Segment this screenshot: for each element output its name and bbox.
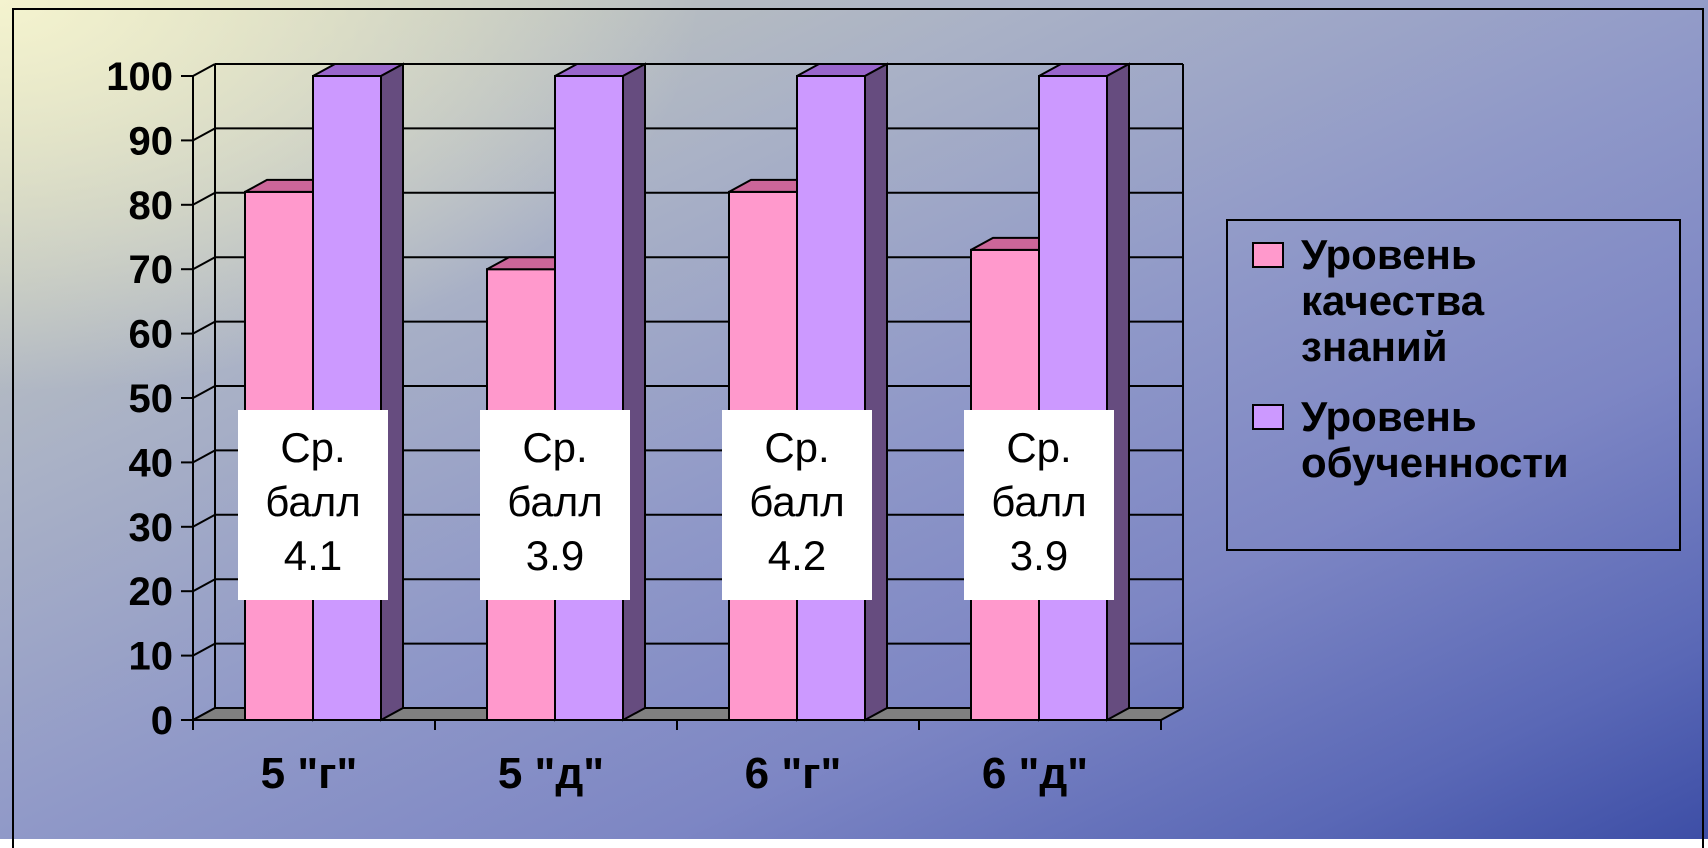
- bar: [554, 75, 624, 721]
- y-tick-label: 10: [129, 635, 174, 679]
- bar-side: [622, 62, 646, 722]
- annotation-text: 4.1: [284, 532, 342, 579]
- gridline-side: [192, 449, 216, 464]
- y-tick-label: 50: [129, 377, 174, 421]
- x-tick-label: 5 "д": [498, 749, 604, 798]
- gridline-side: [192, 63, 216, 77]
- y-tick-label: 0: [151, 699, 173, 743]
- annotation-text: балл: [991, 478, 1086, 525]
- bar-side: [1106, 62, 1130, 722]
- annotation-text: балл: [749, 478, 844, 525]
- x-tick-label: 6 "д": [982, 749, 1088, 798]
- annotation-text: балл: [507, 478, 602, 525]
- gridline-side: [192, 385, 216, 399]
- y-tick-label: 100: [106, 55, 173, 99]
- annotation-box: [964, 410, 1114, 600]
- bar: [796, 75, 866, 721]
- gridline-side: [192, 191, 216, 206]
- legend-label: обученности: [1301, 439, 1569, 486]
- y-tick-label: 80: [129, 184, 174, 228]
- annotation-box: [722, 410, 872, 600]
- legend-label: Уровень: [1301, 393, 1477, 440]
- annotation-text: 3.9: [526, 532, 584, 579]
- y-tick-label: 30: [129, 506, 174, 550]
- y-tick-label: 70: [129, 248, 174, 292]
- gridline-side: [192, 642, 216, 657]
- annotation-text: Ср.: [522, 424, 587, 471]
- legend-label: знаний: [1301, 323, 1448, 370]
- legend-swatch: [1252, 404, 1284, 430]
- annotation-box: [238, 410, 388, 600]
- gridline-side: [192, 578, 216, 593]
- annotation-text: 4.2: [768, 532, 826, 579]
- legend: [1226, 219, 1681, 551]
- legend-label: качества: [1301, 277, 1485, 324]
- y-tick-label: 40: [129, 441, 174, 485]
- annotation-text: Ср.: [764, 424, 829, 471]
- annotation-text: 3.9: [1010, 532, 1068, 579]
- bar: [312, 75, 382, 721]
- annotation-text: балл: [265, 478, 360, 525]
- gridline-side: [192, 127, 216, 142]
- gridline-side: [192, 256, 216, 271]
- gridline-side: [192, 320, 216, 335]
- chart-frame: [12, 8, 1704, 848]
- legend-swatch: [1252, 242, 1284, 268]
- x-tick-label: 5 "г": [261, 749, 358, 798]
- y-tick-label: 60: [129, 313, 174, 357]
- gridline-side: [192, 513, 216, 528]
- legend-label: Уровень: [1301, 231, 1477, 278]
- y-tick-label: 20: [129, 570, 174, 614]
- y-tick-label: 90: [129, 119, 174, 163]
- bar-side: [864, 62, 888, 722]
- bar: [1038, 75, 1108, 721]
- x-tick-label: 6 "г": [745, 749, 842, 798]
- annotation-text: Ср.: [1006, 424, 1071, 471]
- annotation-box: [480, 410, 630, 600]
- bar-side: [380, 62, 404, 722]
- annotation-text: Ср.: [280, 424, 345, 471]
